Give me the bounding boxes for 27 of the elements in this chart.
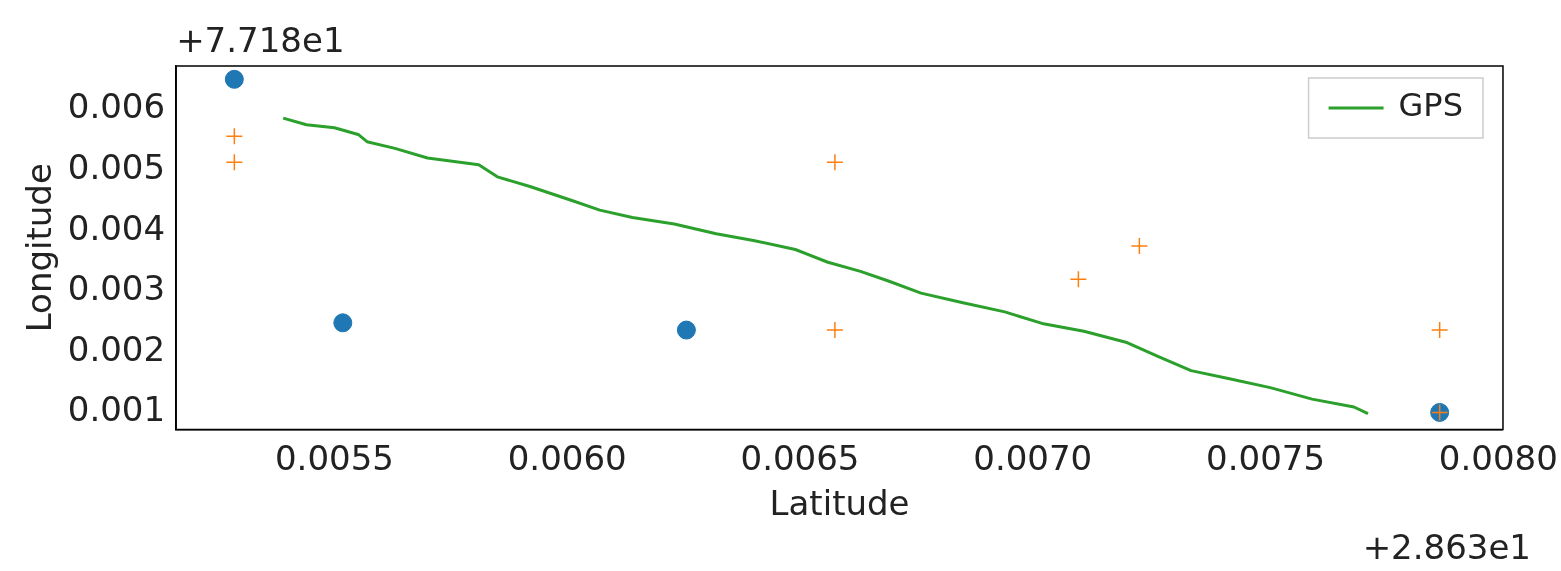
x-tick-label: 0.0075 bbox=[1206, 437, 1326, 478]
point bbox=[224, 69, 244, 89]
x-tick-label: 0.0080 bbox=[1438, 437, 1558, 478]
point bbox=[1130, 237, 1149, 255]
point bbox=[1430, 321, 1449, 339]
y-tick-label: 0.006 bbox=[67, 86, 166, 127]
point bbox=[676, 320, 696, 340]
point bbox=[1069, 270, 1088, 288]
point bbox=[826, 153, 844, 172]
x-axis-title: Latitude bbox=[769, 483, 910, 524]
y-tick-label: 0.002 bbox=[67, 328, 166, 369]
y-tick-label: 0.005 bbox=[67, 147, 166, 187]
point bbox=[333, 313, 353, 333]
text: +7.718e1 bbox=[176, 19, 345, 60]
x-tick-label: 0.0065 bbox=[740, 437, 860, 478]
text: +2.863e1 bbox=[1362, 526, 1531, 567]
point bbox=[225, 127, 244, 146]
point bbox=[225, 153, 244, 172]
y-tick-label: 0.003 bbox=[67, 268, 166, 309]
x-tick-label: 0.0055 bbox=[274, 437, 394, 478]
y-axis-title: Longitude bbox=[19, 163, 60, 333]
x-tick-label: 0.0070 bbox=[973, 437, 1093, 478]
point bbox=[826, 321, 844, 339]
x-tick-label: 0.0060 bbox=[507, 437, 627, 478]
legend-label: GPS bbox=[1398, 86, 1463, 125]
y-tick-label: 0.004 bbox=[67, 207, 166, 248]
y-tick-label: 0.001 bbox=[67, 389, 166, 430]
